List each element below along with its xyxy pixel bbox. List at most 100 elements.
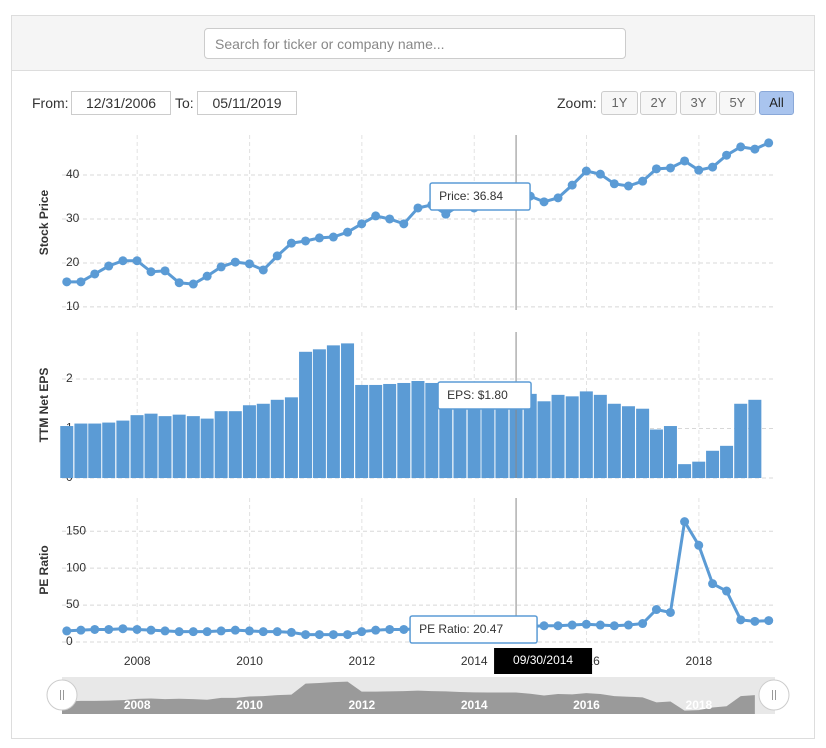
bar <box>214 411 228 478</box>
bar <box>565 396 579 478</box>
marker <box>90 269 100 279</box>
tooltip-text: PE Ratio: 20.47 <box>419 622 503 636</box>
marker <box>230 625 240 635</box>
bar <box>242 405 256 478</box>
from-input[interactable]: 12/31/2006 <box>71 91 171 115</box>
bar <box>411 380 425 478</box>
zoom-button[interactable]: All <box>759 91 794 115</box>
marker <box>146 267 156 277</box>
navigator-label: 2014 <box>461 698 488 712</box>
zoom-button[interactable]: 2Y <box>640 91 677 115</box>
zoom-label: Zoom: <box>557 95 597 111</box>
marker <box>553 193 563 203</box>
bar <box>663 426 677 478</box>
marker <box>665 607 675 617</box>
bar <box>397 382 411 478</box>
bar <box>467 387 481 478</box>
marker <box>314 233 324 243</box>
y-tick-label: 40 <box>66 167 80 181</box>
marker <box>202 271 212 281</box>
x-tick-label: 2014 <box>461 654 488 668</box>
marker <box>160 266 170 276</box>
bar <box>116 420 130 478</box>
marker <box>385 214 395 224</box>
marker <box>216 626 226 636</box>
marker <box>399 219 409 229</box>
zoom-button[interactable]: 1Y <box>601 91 638 115</box>
marker <box>160 626 170 636</box>
marker <box>385 624 395 634</box>
marker <box>301 630 311 640</box>
bar <box>74 423 88 478</box>
bar <box>284 397 298 478</box>
marker <box>651 164 661 174</box>
search-input[interactable]: Search for ticker or company name... <box>204 28 626 59</box>
bar <box>312 349 326 478</box>
marker <box>343 227 353 237</box>
tooltip-box <box>437 381 532 410</box>
x-tick-label: 2010 <box>236 654 263 668</box>
marker <box>595 169 605 179</box>
marker <box>62 277 72 287</box>
crosshair-date-box <box>494 648 593 674</box>
marker <box>581 619 591 629</box>
tooltip-text: Price: 36.84 <box>439 189 503 203</box>
marker <box>188 627 198 637</box>
marker <box>609 179 619 189</box>
bar <box>678 464 692 478</box>
marker <box>272 627 282 637</box>
y-axis-label: TTM Net EPS <box>37 368 51 443</box>
bar <box>270 399 284 478</box>
bar <box>523 393 537 478</box>
bar <box>621 406 635 478</box>
marker <box>286 238 296 248</box>
marker <box>357 219 367 229</box>
marker <box>651 605 661 615</box>
bar <box>734 403 748 478</box>
y-tick-label: 0 <box>66 634 73 648</box>
zoom-button[interactable]: 3Y <box>680 91 717 115</box>
marker <box>567 180 577 190</box>
bar <box>228 411 242 478</box>
bar <box>158 416 172 478</box>
bar <box>60 426 74 478</box>
navigator-label: 2012 <box>348 698 375 712</box>
marker <box>90 624 100 634</box>
marker <box>623 181 633 191</box>
y-tick-label: 10 <box>66 299 80 313</box>
y-tick-label: 20 <box>66 255 80 269</box>
bar <box>130 415 144 478</box>
marker <box>539 621 549 631</box>
y-tick-label: 2 <box>66 371 73 385</box>
marker <box>132 256 142 266</box>
marker <box>708 162 718 172</box>
bar <box>495 388 509 478</box>
navigator-label: 2016 <box>573 698 600 712</box>
marker <box>104 624 114 634</box>
bar <box>579 391 593 478</box>
zoom-button[interactable]: 5Y <box>719 91 756 115</box>
bar <box>172 414 186 478</box>
navigator-handle[interactable] <box>758 679 790 711</box>
marker <box>146 625 156 635</box>
bar <box>186 416 200 478</box>
navigator-label: 2010 <box>236 698 263 712</box>
line <box>66 141 770 286</box>
x-tick-label: 2018 <box>686 654 713 668</box>
bar <box>326 345 340 478</box>
marker <box>371 625 381 635</box>
y-tick-label: 30 <box>66 211 80 225</box>
marker <box>764 138 774 148</box>
bar <box>481 388 495 478</box>
navigator-handle[interactable] <box>46 679 78 711</box>
marker <box>750 144 760 154</box>
bar <box>341 343 355 478</box>
marker <box>104 261 114 271</box>
marker <box>441 209 451 219</box>
marker <box>244 626 254 636</box>
tooltip-box <box>409 615 538 644</box>
marker <box>680 517 690 527</box>
to-input[interactable]: 05/11/2019 <box>197 91 297 115</box>
marker <box>188 279 198 289</box>
marker <box>174 627 184 637</box>
